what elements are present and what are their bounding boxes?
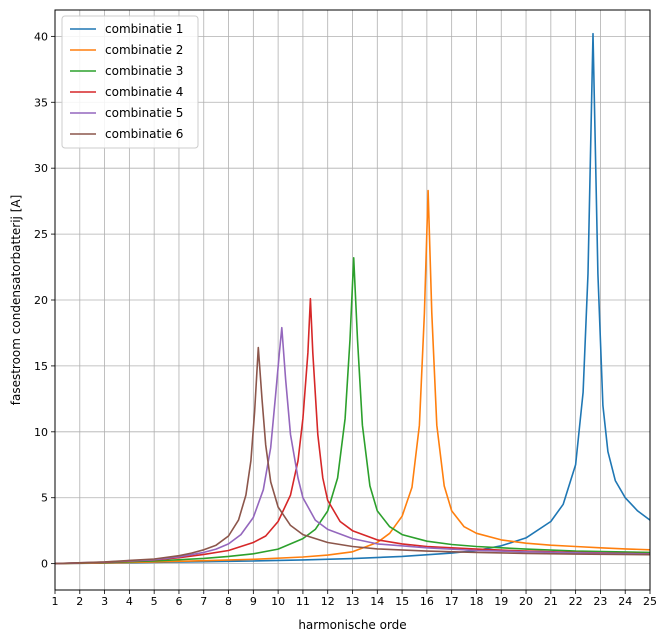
legend-label-6: combinatie 6 (105, 127, 183, 141)
x-tick-label: 15 (395, 595, 409, 608)
series-line-5 (54, 326, 651, 565)
x-tick-label: 4 (126, 595, 133, 608)
x-tick-label: 2 (76, 595, 83, 608)
legend: combinatie 1 combinatie 2 combinatie 3 comb… (61, 15, 199, 149)
y-tick-label: 30 (34, 162, 48, 175)
x-tick-label: 7 (200, 595, 207, 608)
series-lines (54, 32, 651, 565)
y-tick-label: 10 (34, 426, 48, 439)
y-tick-label: 0 (41, 558, 48, 571)
series-line-4 (54, 297, 651, 565)
x-tick-label: 16 (420, 595, 434, 608)
legend-label-4: combinatie 4 (105, 85, 183, 99)
x-tick-label: 22 (569, 595, 583, 608)
legend-box (61, 15, 199, 149)
y-axis-ticks: 0 5 10 15 20 25 30 35 40 (34, 30, 55, 571)
x-tick-label: 11 (296, 595, 310, 608)
legend-label-3: combinatie 3 (105, 64, 183, 78)
x-tick-label: 13 (346, 595, 360, 608)
x-tick-label: 12 (321, 595, 335, 608)
y-tick-label: 15 (34, 360, 48, 373)
x-axis-label: harmonische orde (298, 618, 406, 632)
x-tick-label: 18 (469, 595, 483, 608)
legend-label-5: combinatie 5 (105, 106, 183, 120)
legend-label-2: combinatie 2 (105, 43, 183, 57)
x-tick-label: 1 (52, 595, 59, 608)
series-line-2 (54, 189, 651, 565)
x-tick-label: 6 (175, 595, 182, 608)
x-tick-label: 8 (225, 595, 232, 608)
x-tick-label: 20 (519, 595, 533, 608)
y-tick-label: 40 (34, 30, 48, 43)
x-tick-label: 3 (101, 595, 108, 608)
y-axis-label: fasestroom condensatorbatterij [A] (9, 195, 23, 406)
x-tick-label: 10 (271, 595, 285, 608)
x-tick-label: 23 (593, 595, 607, 608)
x-tick-label: 24 (618, 595, 632, 608)
x-axis-ticks: 1 2 3 4 5 6 7 8 9 10 11 12 13 14 15 16 17 18 19 20 21 22 23 24 2… (52, 590, 657, 608)
y-tick-label: 5 (41, 492, 48, 505)
y-tick-label: 25 (34, 228, 48, 241)
x-tick-label: 9 (250, 595, 257, 608)
x-tick-label: 17 (445, 595, 459, 608)
legend-label-1: combinatie 1 (105, 22, 183, 36)
y-tick-label: 20 (34, 294, 48, 307)
x-tick-label: 25 (643, 595, 657, 608)
x-tick-label: 14 (370, 595, 384, 608)
series-line-1 (54, 32, 651, 565)
series-line-3 (54, 256, 651, 565)
x-tick-label: 19 (494, 595, 508, 608)
series-line-6 (54, 346, 651, 565)
x-tick-label: 5 (151, 595, 158, 608)
x-tick-label: 21 (544, 595, 558, 608)
y-tick-label: 35 (34, 96, 48, 109)
